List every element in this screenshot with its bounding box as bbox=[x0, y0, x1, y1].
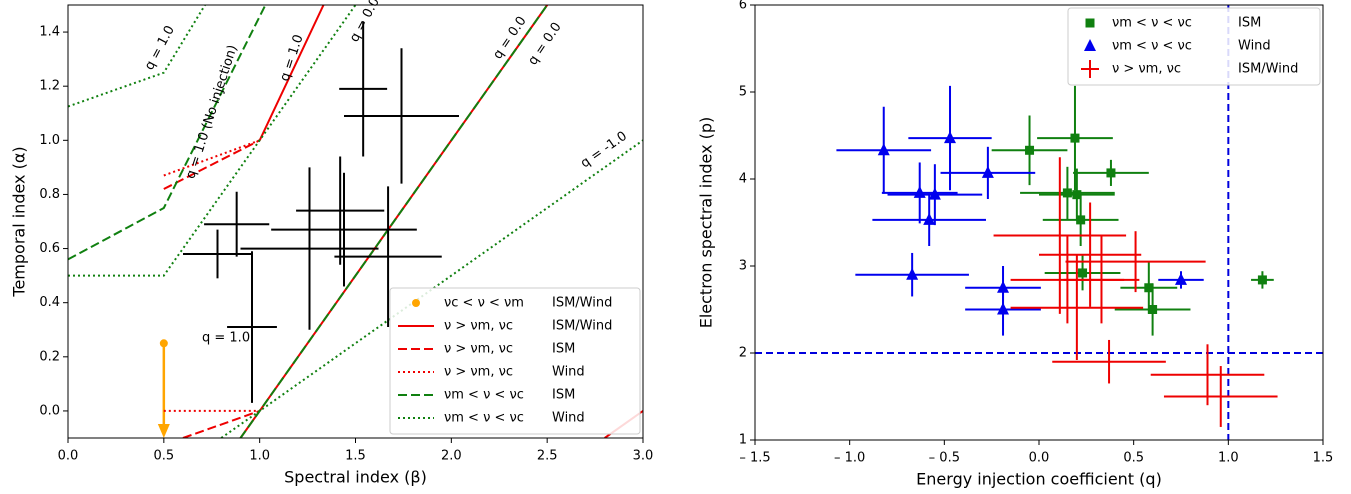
marker bbox=[1084, 39, 1096, 51]
legend-label: ν > νm, νc bbox=[444, 342, 513, 357]
legend-medium: ISM bbox=[1238, 16, 1261, 31]
marker bbox=[1175, 272, 1187, 285]
arrow-head bbox=[157, 424, 170, 438]
model-line bbox=[163, 139, 261, 438]
legend-medium: ISM bbox=[552, 388, 575, 403]
y-tick-label: 6 bbox=[739, 0, 747, 13]
marker bbox=[1257, 275, 1267, 285]
annotation: q = 1.0 bbox=[277, 33, 306, 83]
annotation: q = -1.0 bbox=[578, 129, 630, 172]
marker bbox=[944, 131, 957, 144]
y-tick-label: 1.0 bbox=[39, 133, 60, 148]
legend-medium: Wind bbox=[1238, 39, 1271, 54]
marker bbox=[1106, 168, 1116, 178]
marker bbox=[923, 212, 936, 225]
annotation: q = 1.0 bbox=[142, 23, 178, 73]
y-tick-label: 1.4 bbox=[39, 25, 60, 40]
x-axis-label: Energy injection coefficient (q) bbox=[916, 470, 1162, 489]
model-line bbox=[68, 5, 549, 438]
legend-label: ν > νm, νc bbox=[1112, 62, 1181, 77]
legend-label: ν > νm, νc bbox=[444, 319, 513, 334]
annotation: q = 0.0 bbox=[347, 0, 383, 45]
x-tick-label: – 1.0 bbox=[834, 451, 865, 466]
axes-frame bbox=[754, 4, 1324, 441]
x-tick-label: 0.5 bbox=[153, 449, 174, 464]
x-tick-label: 1.5 bbox=[1313, 451, 1334, 466]
marker bbox=[1148, 305, 1158, 314]
y-tick-label: 1.2 bbox=[39, 79, 60, 94]
legend-medium: ISM/Wind bbox=[1238, 62, 1298, 77]
marker bbox=[1072, 190, 1082, 200]
x-tick-label: 0.5 bbox=[1123, 451, 1144, 466]
legend-label: νm < ν < νc bbox=[444, 388, 524, 403]
axes-frame bbox=[67, 4, 644, 439]
x-tick-label: 1.5 bbox=[345, 449, 366, 464]
legend-label: νm < ν < νc bbox=[1112, 16, 1192, 31]
marker bbox=[1144, 283, 1154, 293]
legend bbox=[389, 287, 641, 435]
legend-label: ν > νm, νc bbox=[444, 365, 513, 380]
model-line bbox=[68, 5, 643, 438]
legend-label: νm < ν < νc bbox=[1112, 39, 1192, 54]
y-axis-label: Temporal index (α) bbox=[10, 146, 29, 297]
y-tick-label: 4 bbox=[739, 172, 747, 187]
y-tick-label: 5 bbox=[739, 85, 747, 100]
legend bbox=[1067, 7, 1321, 86]
x-tick-label: 3.0 bbox=[633, 449, 654, 464]
marker bbox=[906, 267, 919, 280]
marker bbox=[1062, 188, 1072, 198]
legend-medium: ISM/Wind bbox=[552, 296, 612, 311]
legend-medium: ISM/Wind bbox=[552, 319, 612, 334]
marker bbox=[1076, 215, 1086, 225]
plot-area bbox=[755, 5, 1323, 440]
y-tick-label: 0.8 bbox=[39, 187, 60, 202]
y-tick-label: 0.0 bbox=[39, 403, 60, 418]
plot-area bbox=[68, 5, 643, 438]
legend-medium: ISM bbox=[552, 342, 575, 357]
y-tick-label: 0.6 bbox=[39, 241, 60, 256]
marker bbox=[159, 339, 168, 348]
legend-label: νm < ν < νc bbox=[444, 411, 524, 426]
y-tick-label: 3 bbox=[739, 259, 747, 274]
marker bbox=[997, 302, 1010, 315]
annotation: q = 1.0 (No injection) bbox=[183, 43, 240, 180]
x-tick-label: 0.0 bbox=[1029, 451, 1050, 466]
model-line bbox=[163, 139, 261, 412]
annotation: q = 1.0 bbox=[202, 331, 250, 346]
x-tick-label: – 0.5 bbox=[929, 451, 960, 466]
y-axis-label: Electron spectral index (p) bbox=[697, 117, 716, 329]
y-tick-label: 0.4 bbox=[39, 295, 60, 310]
x-tick-label: 2.5 bbox=[537, 449, 558, 464]
marker bbox=[981, 165, 994, 178]
x-tick-label: 1.0 bbox=[249, 449, 270, 464]
legend-medium: Wind bbox=[552, 411, 585, 426]
y-tick-label: 2 bbox=[739, 346, 747, 361]
x-tick-label: 0.0 bbox=[58, 449, 79, 464]
marker bbox=[1085, 18, 1095, 28]
x-tick-label: 2.0 bbox=[441, 449, 462, 464]
marker bbox=[1025, 145, 1035, 155]
marker bbox=[877, 143, 890, 156]
marker bbox=[1078, 268, 1088, 278]
y-tick-label: 1 bbox=[739, 433, 747, 448]
x-tick-label: – 1.5 bbox=[739, 451, 770, 466]
x-tick-label: 1.0 bbox=[1218, 451, 1239, 466]
legend-medium: Wind bbox=[552, 365, 585, 380]
y-tick-label: 0.2 bbox=[39, 349, 60, 364]
legend-label: νc < ν < νm bbox=[444, 296, 524, 311]
x-axis-label: Spectral index (β) bbox=[284, 468, 427, 487]
marker bbox=[412, 299, 420, 307]
marker bbox=[1070, 133, 1080, 143]
marker bbox=[928, 187, 941, 200]
